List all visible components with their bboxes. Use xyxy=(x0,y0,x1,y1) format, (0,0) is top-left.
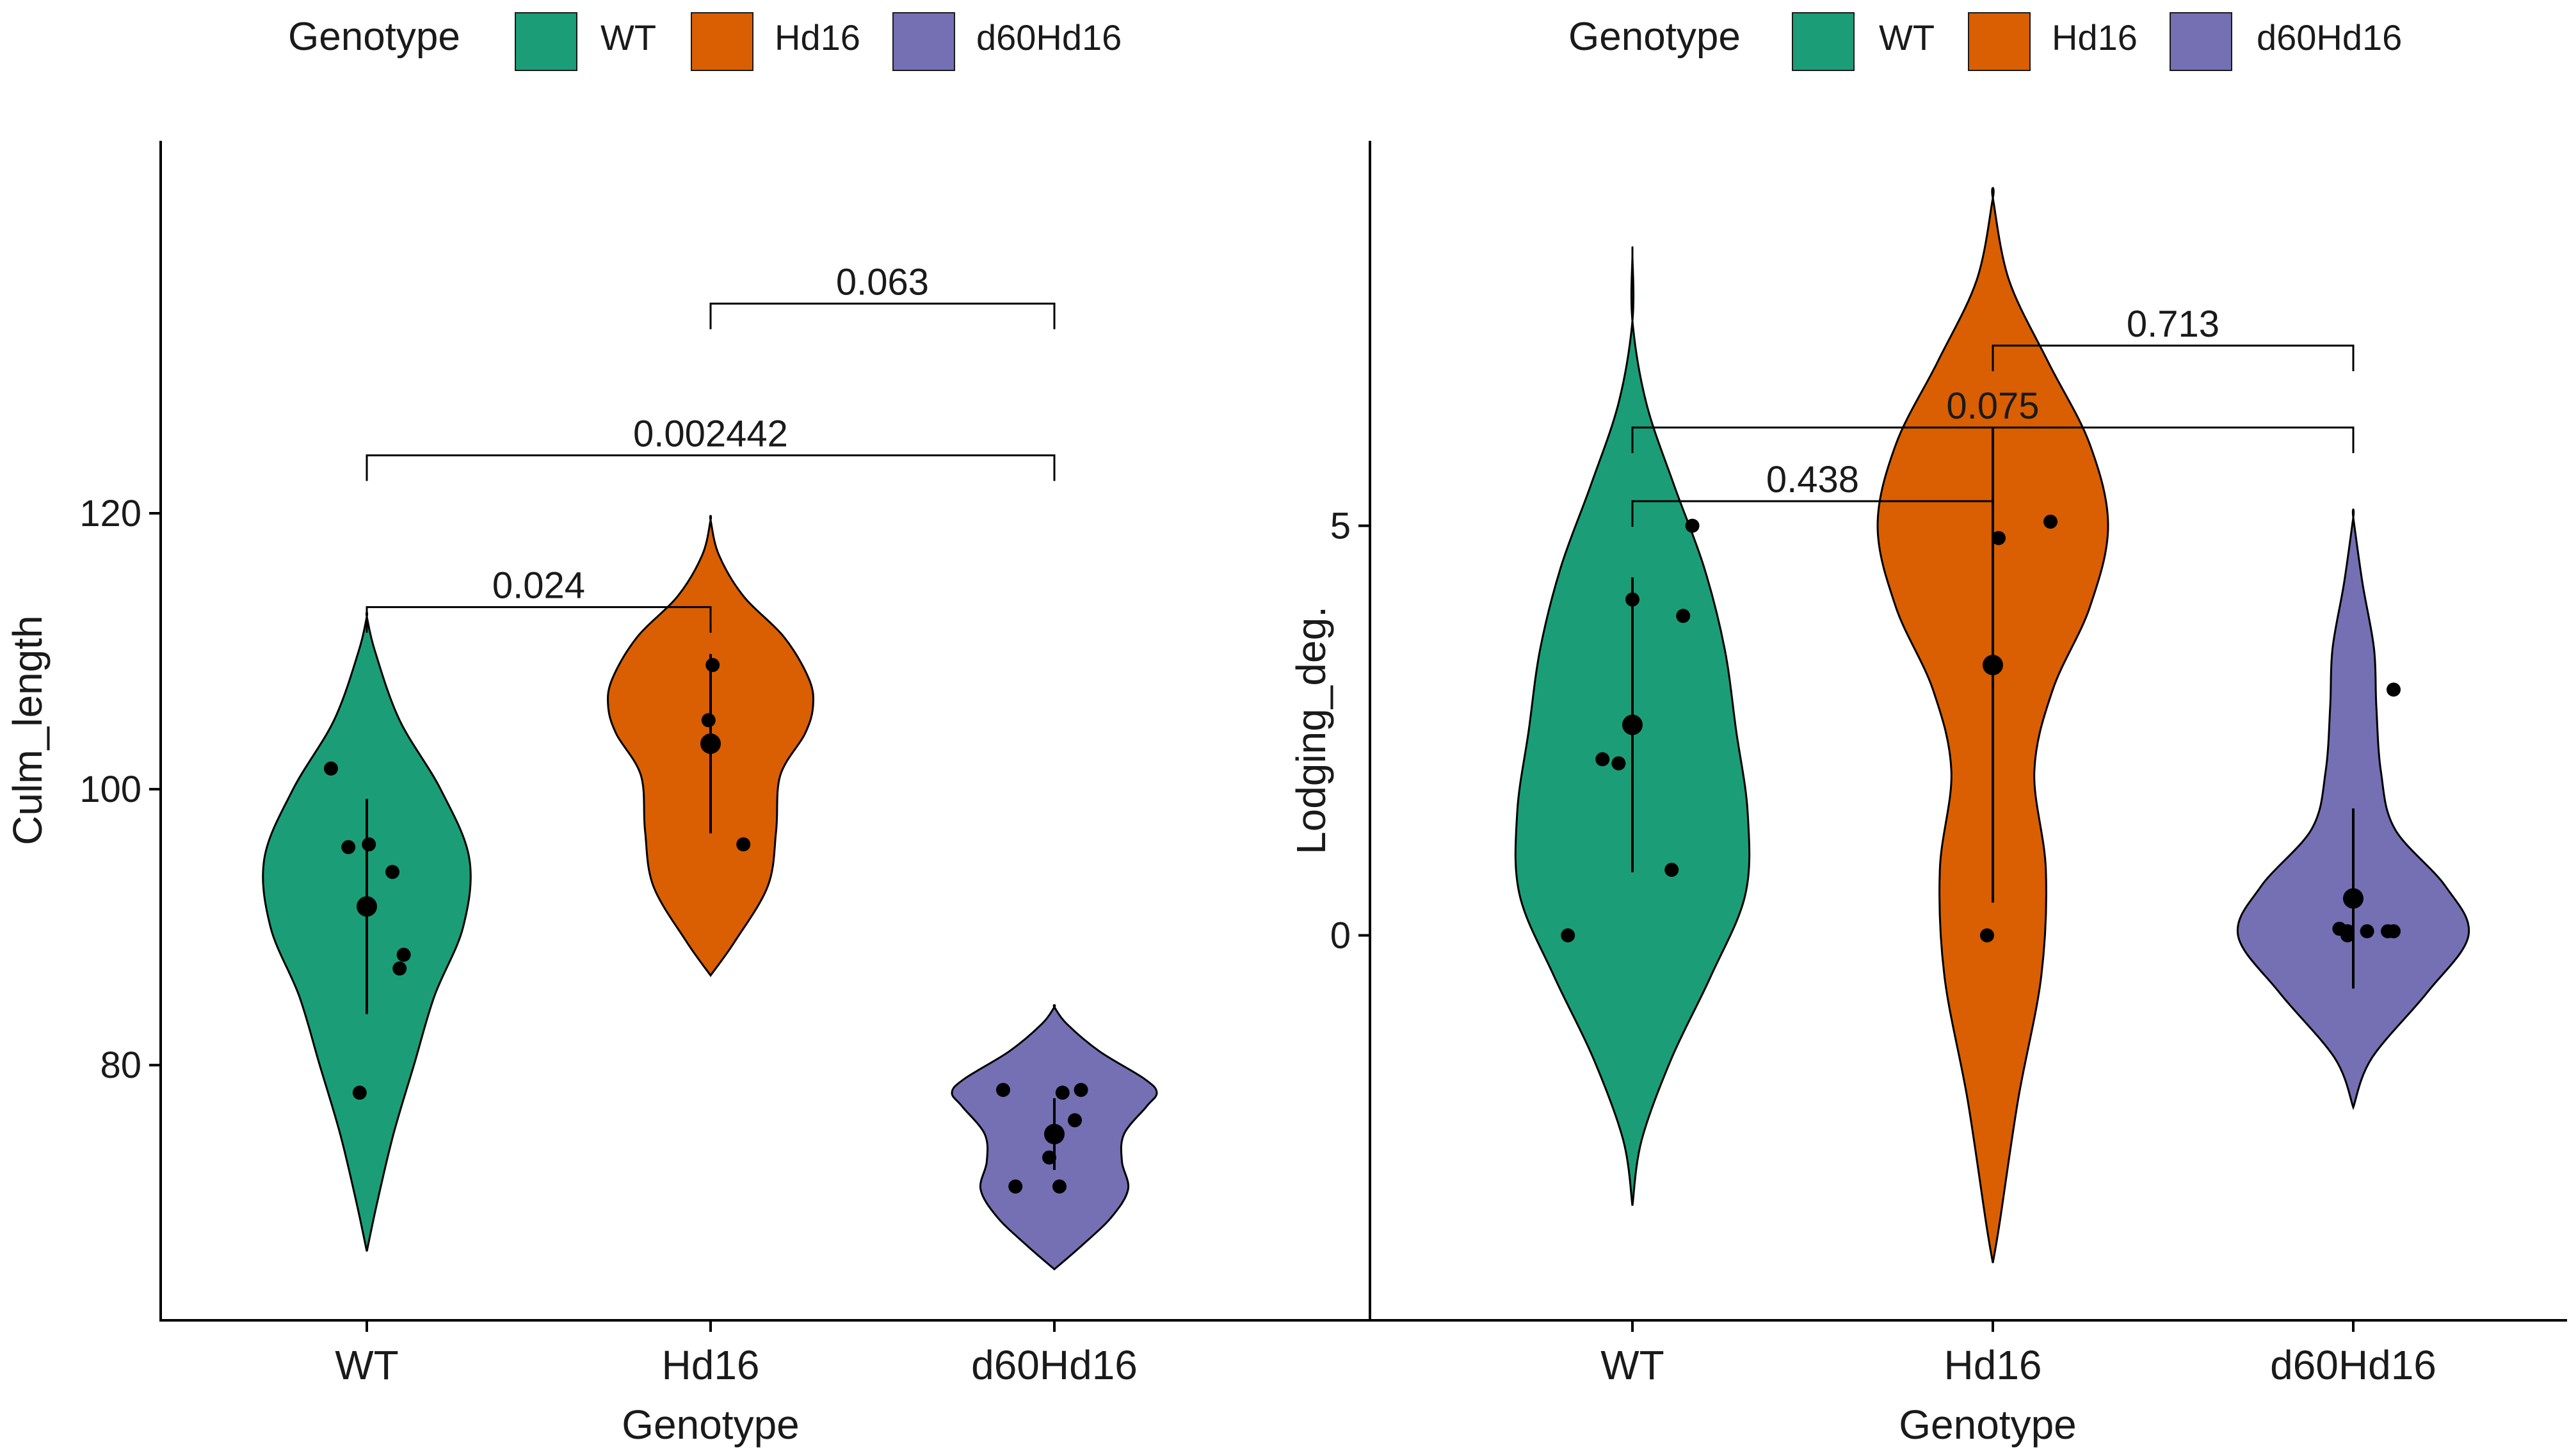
x-tick-label-hd16: Hd16 xyxy=(662,1342,760,1388)
data-points xyxy=(1561,515,2401,943)
comparison-brackets: 0.438 0.075 0.713 xyxy=(1631,303,2355,527)
data-point-d60hd16 xyxy=(1046,1127,1061,1141)
y-ticks: 80 100 120 xyxy=(79,493,161,1086)
data-point-wt xyxy=(1595,752,1610,767)
data-point-wt xyxy=(1664,863,1679,877)
legend-swatch-hd16 xyxy=(691,12,753,71)
pvalue-label-wt-vs-d60hd16: 0.002442 xyxy=(633,413,788,454)
x-tick-label-wt: WT xyxy=(335,1342,399,1388)
data-point-wt xyxy=(1561,928,1575,943)
data-point-hd16 xyxy=(736,837,751,852)
data-point-d60hd16 xyxy=(1042,1150,1056,1165)
data-point-wt xyxy=(360,899,374,914)
legend-label-d60hd16: d60Hd16 xyxy=(2257,17,2402,58)
y-ticks: 05 xyxy=(1330,506,1370,956)
data-point-d60hd16 xyxy=(2387,924,2401,939)
legend-swatch-wt xyxy=(515,12,577,71)
axes xyxy=(1369,141,2567,1322)
data-point-wt xyxy=(392,961,407,976)
legend-swatch-d60hd16 xyxy=(892,12,955,71)
data-point-hd16 xyxy=(1980,928,1994,943)
legend-swatch-wt xyxy=(1792,12,1855,71)
data-point-wt xyxy=(385,865,399,879)
data-point-d60hd16 xyxy=(996,1083,1010,1097)
y-tick-label: 5 xyxy=(1330,506,1351,547)
data-point-d60hd16 xyxy=(1052,1179,1067,1194)
y-tick-label: 80 xyxy=(100,1044,141,1086)
data-points xyxy=(324,658,1088,1194)
x-tick-label-hd16: Hd16 xyxy=(1944,1342,2042,1388)
data-point-hd16 xyxy=(704,737,718,751)
bracket-hd16-vs-d60hd16 xyxy=(1992,344,2355,371)
data-point-hd16 xyxy=(2043,515,2058,529)
x-ticks: WT Hd16 d60Hd16 xyxy=(335,1320,1138,1388)
pvalue-label-wt-vs-hd16: 0.438 xyxy=(1766,459,1859,500)
data-point-d60hd16 xyxy=(2387,682,2401,697)
data-point-wt xyxy=(352,1085,367,1100)
x-tick-label-d60hd16: d60Hd16 xyxy=(971,1342,1138,1388)
data-point-d60hd16 xyxy=(1074,1083,1088,1097)
data-point-wt xyxy=(341,840,356,854)
y-axis-title: Culm_length xyxy=(4,615,51,845)
legend-swatch-hd16 xyxy=(1968,12,2031,71)
data-point-hd16 xyxy=(701,713,716,728)
x-axis-title: Genotype xyxy=(622,1402,800,1448)
pvalue-label-hd16-vs-d60hd16: 0.713 xyxy=(2127,303,2219,345)
data-point-wt xyxy=(1685,518,1700,533)
x-tick-label-wt: WT xyxy=(1600,1342,1664,1388)
bracket-wt-vs-d60hd16 xyxy=(366,454,1056,481)
data-point-d60hd16 xyxy=(1008,1179,1023,1194)
data-point-d60hd16 xyxy=(2340,928,2355,943)
legend-label-hd16: Hd16 xyxy=(2052,17,2138,58)
legend: Genotype WT Hd16 d60Hd16 xyxy=(1568,12,2402,71)
data-point-wt xyxy=(396,947,411,962)
violin-d60hd16 xyxy=(2236,508,2470,1110)
data-point-d60hd16 xyxy=(1068,1113,1082,1128)
panel-culm-length: Genotype WT Hd16 d60Hd16 0.0240.0024420.… xyxy=(4,12,1408,1448)
pvalue-label-wt-vs-hd16: 0.024 xyxy=(492,565,585,607)
data-point-hd16 xyxy=(705,658,720,673)
y-tick-label: 0 xyxy=(1330,915,1351,956)
pvalue-label-wt-vs-d60hd16: 0.075 xyxy=(1946,385,2039,427)
data-point-wt xyxy=(1676,609,1691,623)
legend-label-wt: WT xyxy=(600,17,656,58)
bracket-wt-vs-hd16 xyxy=(366,606,712,633)
data-point-d60hd16 xyxy=(2346,891,2360,906)
data-point-d60hd16 xyxy=(1055,1085,1070,1100)
legend-label-wt: WT xyxy=(1879,17,1935,58)
legend-swatch-d60hd16 xyxy=(2170,12,2232,71)
legend: Genotype WT Hd16 d60Hd16 xyxy=(288,12,1122,71)
panel-lodging-degree: Genotype WT Hd16 d60Hd16 0.438 0.075 0.713… xyxy=(1288,12,2567,1448)
data-point-wt xyxy=(1625,592,1639,607)
x-axis-title: Genotype xyxy=(1899,1402,2077,1448)
data-point-hd16 xyxy=(1986,658,2000,673)
bracket-wt-vs-hd16 xyxy=(1631,500,1994,527)
legend-title: Genotype xyxy=(1568,15,1741,59)
x-ticks: WT Hd16 d60Hd16 xyxy=(1600,1320,2436,1388)
legend-title: Genotype xyxy=(288,15,460,59)
data-point-d60hd16 xyxy=(2360,924,2374,939)
pvalue-label-hd16-vs-d60hd16: 0.063 xyxy=(836,261,929,303)
y-tick-label: 100 xyxy=(79,769,141,810)
y-tick-label: 120 xyxy=(79,493,141,534)
data-point-wt xyxy=(324,761,338,776)
comparison-brackets: 0.024 0.002442 0.063 xyxy=(366,261,1056,633)
legend-label-hd16: Hd16 xyxy=(775,17,860,58)
data-point-wt xyxy=(1625,717,1639,732)
bracket-hd16-vs-d60hd16 xyxy=(709,302,1056,330)
data-point-hd16 xyxy=(1992,531,2006,545)
bracket-wt-vs-d60hd16 xyxy=(1631,426,2355,453)
data-point-wt xyxy=(1611,756,1626,771)
y-axis-title: Lodging_deg. xyxy=(1288,606,1334,854)
data-point-wt xyxy=(362,837,376,852)
x-tick-label-d60hd16: d60Hd16 xyxy=(2270,1342,2436,1388)
legend-label-d60hd16: d60Hd16 xyxy=(976,17,1122,58)
